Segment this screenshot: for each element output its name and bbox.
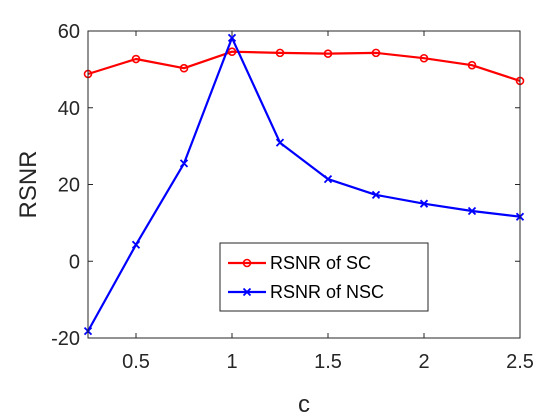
- series-1-point: [179, 63, 189, 73]
- series-1-point: [371, 48, 381, 58]
- y-tick-label: 60: [58, 21, 80, 43]
- legend-label: RSNR of NSC: [270, 282, 384, 302]
- series-2-point: [275, 138, 285, 147]
- legend-entry-1: RSNR of SC: [228, 253, 371, 273]
- series-1-point: [131, 54, 141, 64]
- series-2-point: [467, 206, 477, 216]
- y-tick-label: 40: [58, 98, 80, 120]
- series-2-point: [131, 240, 141, 249]
- legend-entry-2: RSNR of NSC: [228, 282, 384, 302]
- y-tick-label: -20: [51, 328, 80, 350]
- series-2-line: [87, 36, 521, 332]
- legend-marker: [242, 258, 252, 268]
- series-2-point: [179, 159, 189, 168]
- series-1-point: [275, 48, 285, 58]
- y-axis-label: RSNR: [15, 150, 42, 218]
- series-2-point: [419, 199, 429, 208]
- legend-label: RSNR of SC: [270, 253, 371, 273]
- series-2-point: [371, 190, 381, 199]
- x-tick-label: 2.5: [506, 351, 534, 373]
- axes-layer: 0.5 1 1.5 2 2.5 -20 0 20 40 60: [51, 21, 534, 373]
- series-1-point: [419, 53, 429, 63]
- legend-box: [219, 242, 429, 312]
- y-tick-label: 20: [58, 175, 80, 197]
- series-1-point: [227, 47, 237, 57]
- series-1-line: [87, 50, 521, 82]
- series-1-point: [323, 49, 333, 58]
- series-2-point: [323, 174, 333, 184]
- x-tick-label: 0.5: [122, 351, 150, 373]
- x-axis-label: c: [298, 391, 310, 418]
- x-tick-label: 1: [226, 351, 237, 373]
- legend: RSNR of SC RSNR of NSC: [219, 242, 429, 312]
- y-tick-label: 0: [69, 251, 80, 273]
- series-2-point: [227, 33, 237, 43]
- x-tick-label: 2: [418, 351, 429, 373]
- legend-marker: [242, 287, 252, 297]
- series-1-point: [467, 60, 477, 70]
- x-tick-label: 1.5: [314, 351, 342, 373]
